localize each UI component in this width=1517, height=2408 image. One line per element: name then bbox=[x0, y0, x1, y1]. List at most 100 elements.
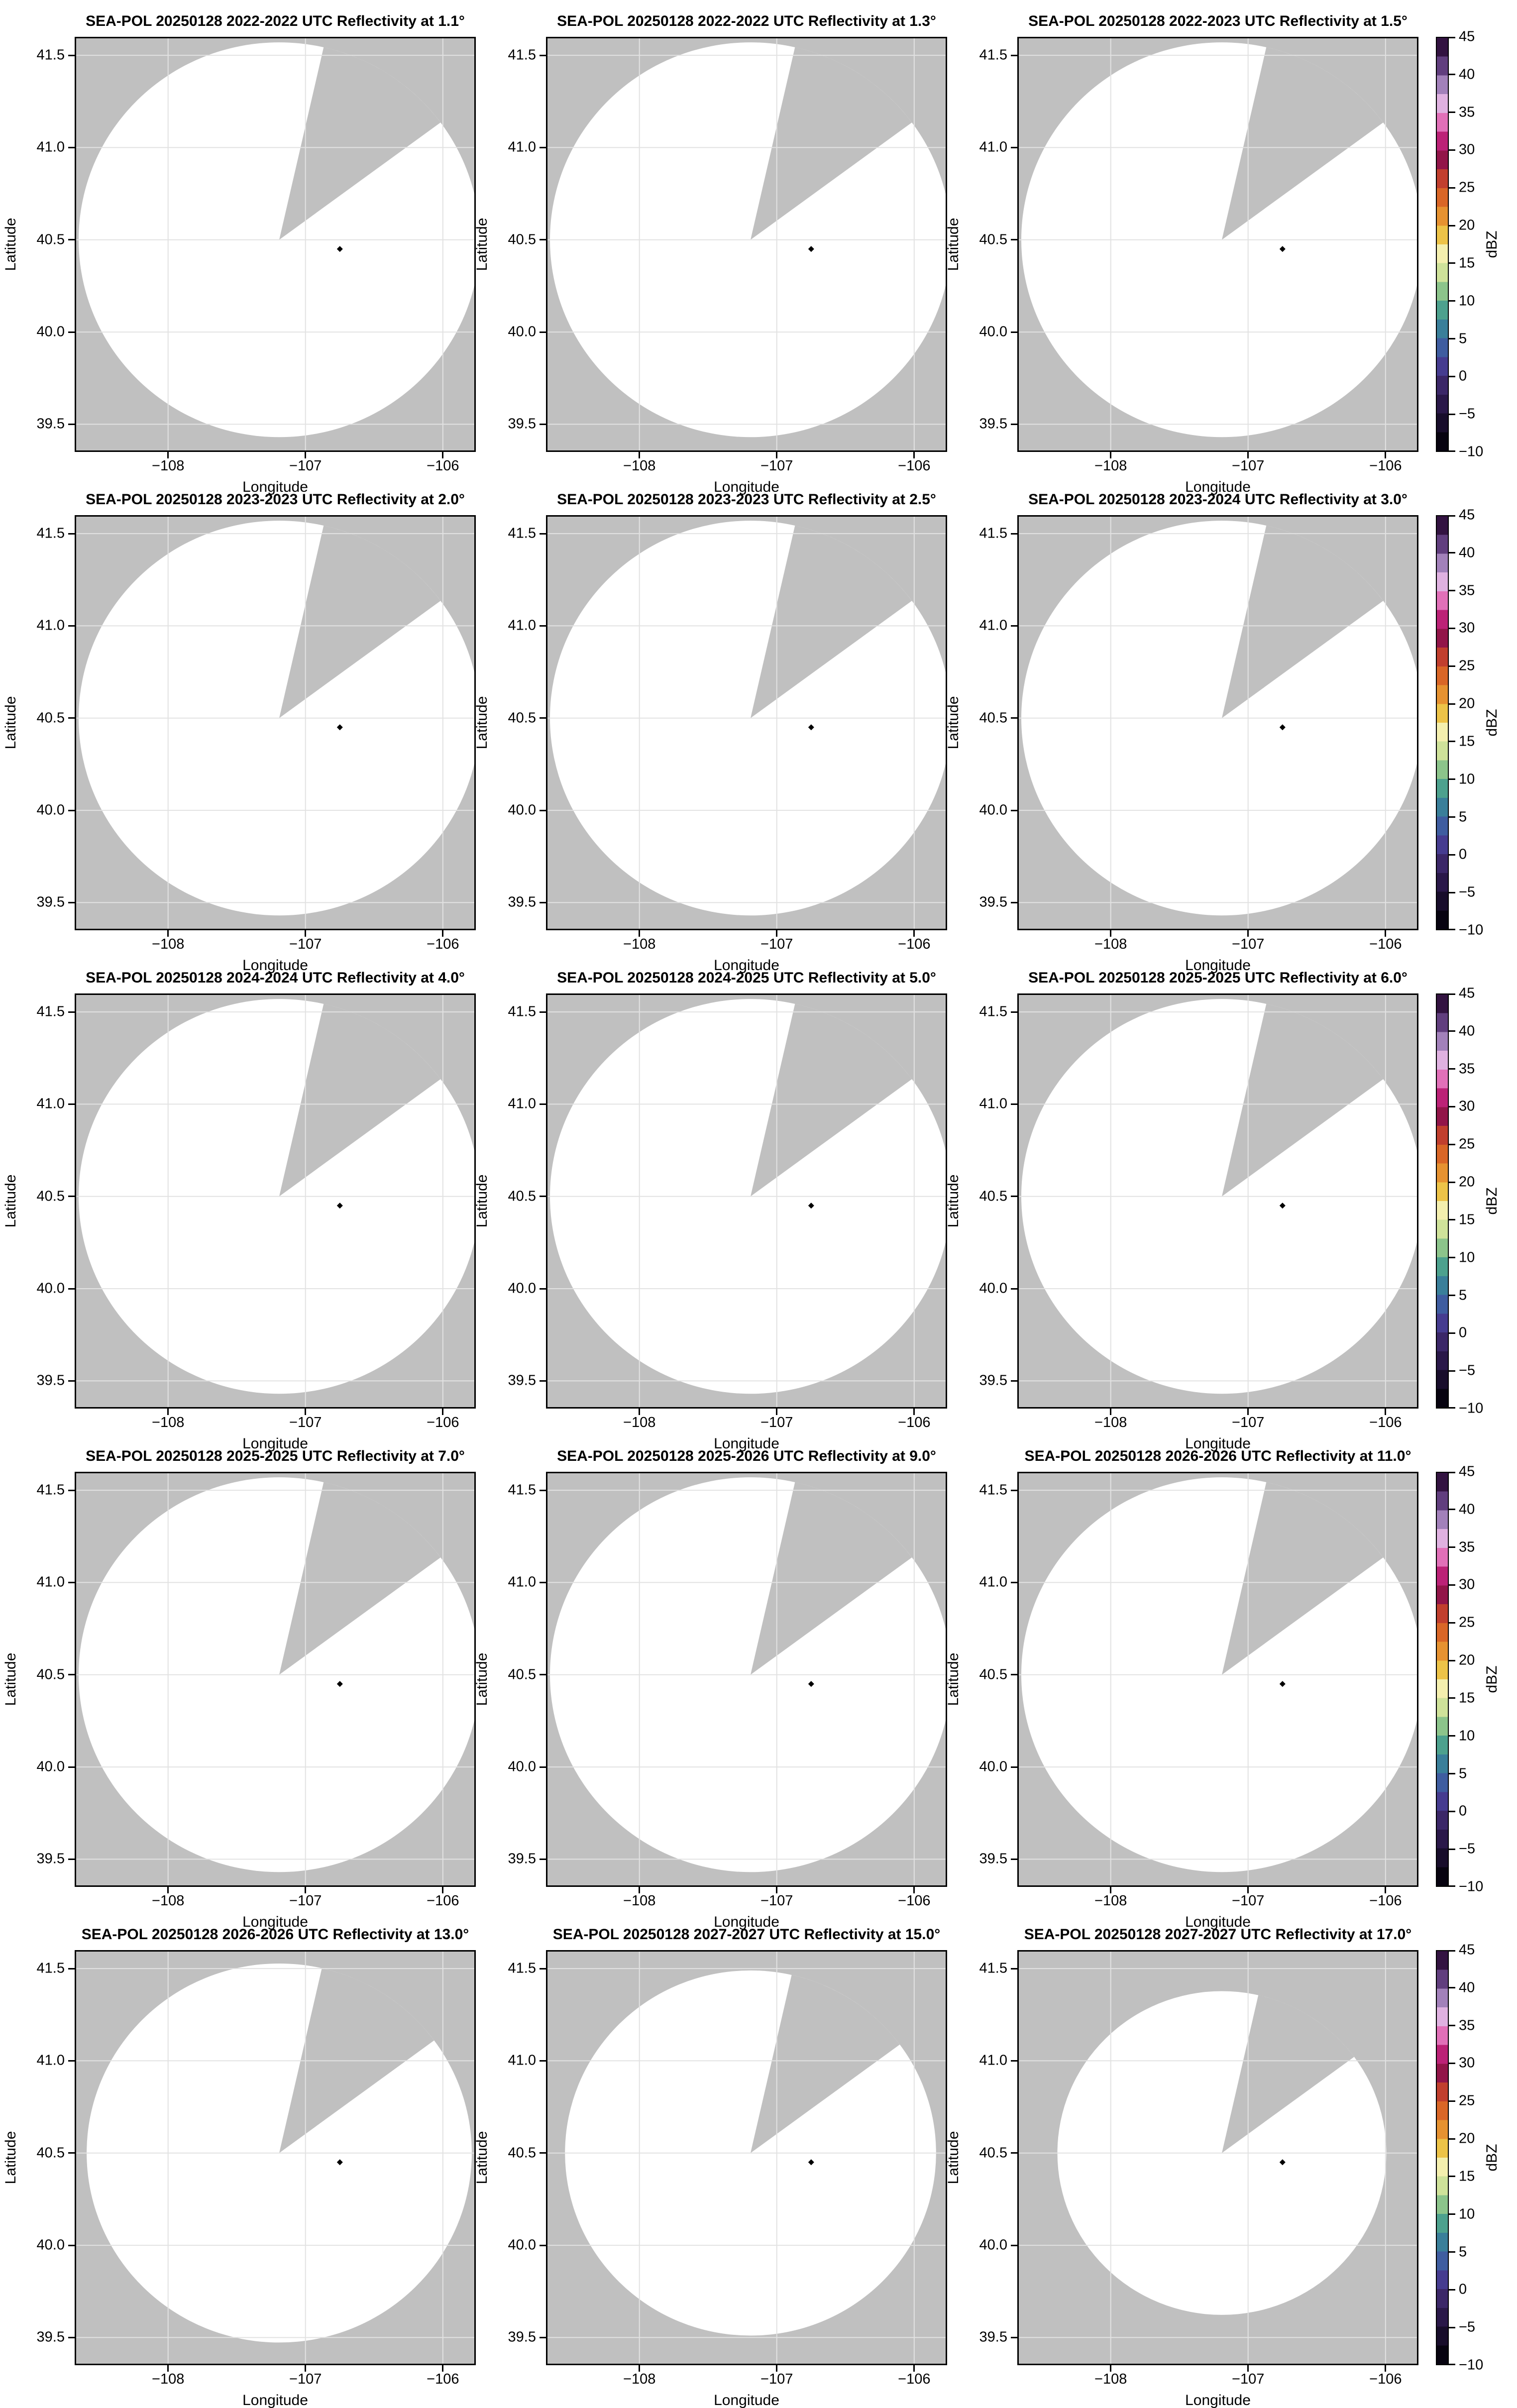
y-tick-label: 41.5 bbox=[36, 1482, 65, 1498]
colorbar-tick-label: 30 bbox=[1459, 1576, 1475, 1593]
y-tick-label: 41.0 bbox=[36, 139, 65, 155]
y-tick-mark bbox=[68, 1674, 75, 1676]
x-tick-label: −106 bbox=[427, 458, 459, 474]
colorbar-tick-mark bbox=[1449, 1584, 1455, 1586]
y-tick-mark bbox=[1011, 239, 1017, 241]
panel-title: SEA-POL 20250128 2026-2026 UTC Reflectiv… bbox=[81, 1926, 469, 1943]
colorbar-tick-label: 10 bbox=[1459, 1249, 1475, 1266]
colorbar-tick-label: −5 bbox=[1459, 406, 1476, 422]
colorbar-tick-label: 15 bbox=[1459, 1211, 1475, 1228]
colorbar-tick-mark bbox=[1449, 590, 1455, 592]
radar-site-marker bbox=[1279, 1681, 1286, 1687]
ppi-plot-area bbox=[75, 1472, 476, 1887]
x-tick-mark bbox=[1385, 1409, 1387, 1415]
x-tick-label: −106 bbox=[1369, 936, 1402, 952]
x-tick-mark bbox=[1110, 2365, 1112, 2372]
x-tick-label: −107 bbox=[289, 1415, 322, 1430]
missing-sector-wedge bbox=[751, 47, 912, 240]
colorbar-tick-label: 35 bbox=[1459, 1539, 1475, 1555]
y-tick-label: 39.5 bbox=[36, 1372, 65, 1389]
x-tick-mark bbox=[776, 452, 778, 458]
colorbar-tick-mark bbox=[1449, 300, 1455, 302]
colorbar-tick-mark bbox=[1449, 1773, 1455, 1775]
y-tick-mark bbox=[540, 1581, 546, 1583]
missing-sector-wedge bbox=[751, 1974, 900, 2153]
y-tick-mark bbox=[540, 1196, 546, 1198]
x-tick-label: −108 bbox=[623, 1893, 656, 1909]
colorbar-axis-label: dBZ bbox=[1484, 2144, 1500, 2172]
panel-title: SEA-POL 20250128 2023-2024 UTC Reflectiv… bbox=[1028, 491, 1408, 508]
y-tick-mark bbox=[1011, 2336, 1017, 2338]
y-tick-label: 39.5 bbox=[979, 1851, 1007, 1867]
y-tick-label: 39.5 bbox=[36, 894, 65, 910]
y-tick-mark bbox=[540, 331, 546, 333]
x-tick-mark bbox=[1385, 452, 1387, 458]
y-tick-label: 40.0 bbox=[979, 324, 1007, 340]
colorbar-tick-mark bbox=[1449, 1143, 1455, 1145]
y-tick-label: 41.5 bbox=[508, 47, 536, 63]
colorbar-tick-mark bbox=[1449, 2176, 1455, 2178]
x-tick-label: −106 bbox=[427, 2371, 459, 2387]
plot-border bbox=[75, 515, 476, 930]
radar-panel: SEA-POL 20250128 2026-2026 UTC Reflectiv… bbox=[945, 1448, 1418, 1930]
y-tick-label: 41.5 bbox=[508, 1482, 536, 1498]
radar-site-marker bbox=[1279, 246, 1286, 252]
y-tick-label: 40.5 bbox=[979, 710, 1007, 726]
panel-title: SEA-POL 20250128 2022-2022 UTC Reflectiv… bbox=[86, 13, 465, 29]
y-tick-mark bbox=[1011, 1674, 1017, 1676]
y-tick-label: 41.0 bbox=[979, 1574, 1007, 1590]
radar-site-marker bbox=[1279, 1203, 1286, 1209]
colorbar-tick-label: 20 bbox=[1459, 1174, 1475, 1190]
x-tick-label: −106 bbox=[898, 1415, 931, 1430]
y-tick-label: 41.5 bbox=[508, 525, 536, 542]
colorbar-tick-label: 45 bbox=[1459, 1942, 1475, 1958]
colorbar-tick-label: −5 bbox=[1459, 2319, 1476, 2335]
y-tick-mark bbox=[68, 1968, 75, 1970]
y-tick-label: 40.0 bbox=[508, 1758, 536, 1775]
y-tick-mark bbox=[1011, 901, 1017, 903]
colorbar-tick-label: 40 bbox=[1459, 1023, 1475, 1039]
colorbar-tick-label: 5 bbox=[1459, 1765, 1467, 1782]
y-tick-mark bbox=[540, 1489, 546, 1491]
y-tick-label: 40.0 bbox=[979, 2237, 1007, 2253]
y-tick-label: 40.0 bbox=[979, 802, 1007, 818]
radar-panel: SEA-POL 20250128 2022-2023 UTC Reflectiv… bbox=[945, 13, 1418, 495]
colorbar-tick-mark bbox=[1449, 2062, 1455, 2064]
colorbar-tick-label: 15 bbox=[1459, 2168, 1475, 2185]
x-tick-mark bbox=[1247, 1887, 1249, 1893]
colorbar-tick-mark bbox=[1449, 778, 1455, 780]
y-tick-mark bbox=[540, 2336, 546, 2338]
y-tick-label: 40.5 bbox=[979, 231, 1007, 248]
y-tick-mark bbox=[1011, 54, 1017, 56]
colorbar-tick-label: 40 bbox=[1459, 1979, 1475, 1996]
colorbar-axis-label: dBZ bbox=[1484, 230, 1500, 258]
x-tick-mark bbox=[1110, 1409, 1112, 1415]
y-tick-label: 40.0 bbox=[36, 1280, 65, 1297]
x-tick-mark bbox=[167, 452, 169, 458]
x-tick-mark bbox=[305, 452, 307, 458]
x-tick-mark bbox=[442, 930, 444, 937]
ppi-plot-area bbox=[75, 1950, 476, 2365]
colorbar-tick-label: 35 bbox=[1459, 582, 1475, 599]
colorbar-gradient bbox=[1436, 515, 1449, 930]
y-tick-mark bbox=[68, 1288, 75, 1290]
y-tick-mark bbox=[68, 146, 75, 148]
x-tick-label: −108 bbox=[152, 2371, 185, 2387]
colorbar-tick-label: 10 bbox=[1459, 2206, 1475, 2222]
ppi-plot-area bbox=[546, 1472, 947, 1887]
missing-sector-wedge bbox=[279, 47, 441, 240]
plot-border bbox=[546, 993, 947, 1409]
y-tick-mark bbox=[68, 423, 75, 425]
colorbar-tick-mark bbox=[1449, 929, 1455, 930]
y-tick-mark bbox=[540, 1011, 546, 1013]
colorbar-tick-mark bbox=[1449, 627, 1455, 629]
y-tick-mark bbox=[68, 1380, 75, 1382]
y-tick-label: 40.5 bbox=[36, 1666, 65, 1683]
y-tick-label: 39.5 bbox=[979, 894, 1007, 910]
colorbar-tick-mark bbox=[1449, 1472, 1455, 1473]
colorbar-tick-mark bbox=[1449, 1068, 1455, 1070]
x-tick-mark bbox=[1385, 2365, 1387, 2372]
colorbar-tick-label: −10 bbox=[1459, 1878, 1484, 1895]
x-tick-label: −107 bbox=[760, 458, 793, 474]
colorbar-tick-label: 15 bbox=[1459, 255, 1475, 271]
